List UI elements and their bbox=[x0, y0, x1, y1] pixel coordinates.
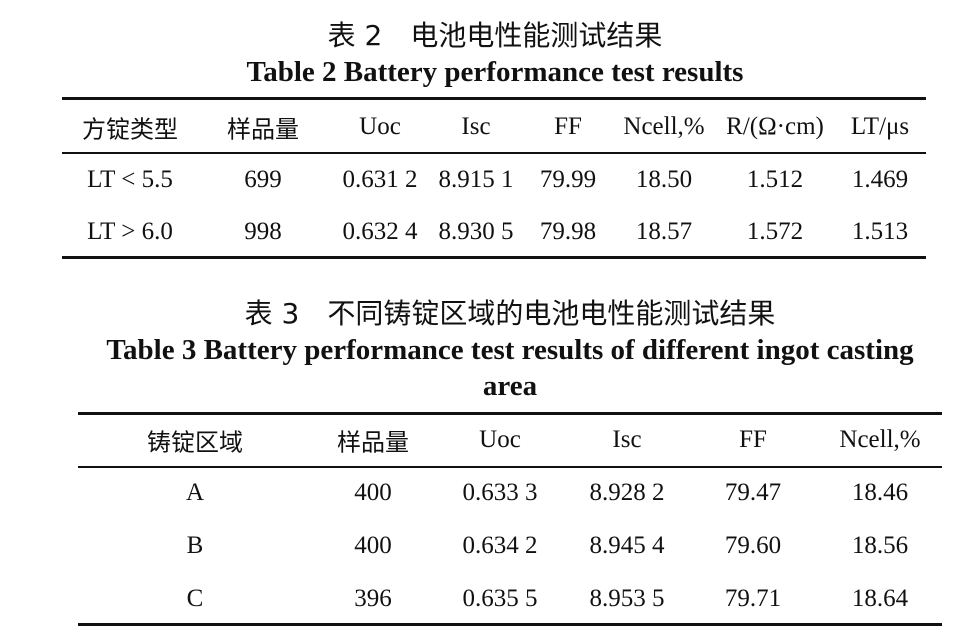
table-cell: 998 bbox=[244, 218, 282, 245]
header-cell: Isc bbox=[612, 426, 642, 453]
header-cell: Ncell,% bbox=[623, 113, 705, 140]
table-title-en: Table 3 Battery performance test results… bbox=[106, 334, 914, 402]
table-cell: 0.633 3 bbox=[462, 479, 538, 506]
table-cell: 18.46 bbox=[851, 479, 909, 506]
header-cell: FF bbox=[554, 113, 582, 140]
table-title-cn: 表 3 不同铸锭区域的电池电性能测试结果 bbox=[244, 297, 776, 330]
table-cell: 8.928 2 bbox=[589, 479, 665, 506]
table-cell: 1.572 bbox=[746, 218, 804, 245]
table-cell: LT > 6.0 bbox=[87, 218, 173, 245]
header-cell: 铸锭区域 bbox=[147, 428, 243, 457]
table-cell: 79.60 bbox=[724, 532, 782, 559]
table-cell: 18.64 bbox=[851, 585, 909, 612]
table-cell: 18.50 bbox=[635, 166, 693, 193]
table-cell: 699 bbox=[244, 166, 282, 193]
header-cell: Ncell,% bbox=[839, 426, 921, 453]
table-cell: 79.98 bbox=[539, 218, 597, 245]
header-cell: 样品量 bbox=[337, 428, 409, 457]
header-cell: 方锭类型 bbox=[82, 115, 178, 144]
table-cell: LT < 5.5 bbox=[87, 166, 173, 193]
table-cell: 8.930 5 bbox=[438, 218, 514, 245]
header-rule bbox=[78, 466, 942, 468]
table-cell: 0.632 4 bbox=[342, 218, 418, 245]
table-cell: 79.99 bbox=[539, 166, 597, 193]
table-cell: 0.631 2 bbox=[342, 166, 418, 193]
header-cell: LT/μs bbox=[850, 113, 910, 140]
table-cell: A bbox=[185, 479, 205, 506]
table-cell: C bbox=[186, 585, 204, 612]
header-cell: Isc bbox=[461, 113, 491, 140]
top-rule bbox=[78, 412, 942, 415]
top-rule bbox=[62, 97, 926, 100]
table-cell: 1.469 bbox=[851, 166, 909, 193]
table-cell: 8.953 5 bbox=[589, 585, 665, 612]
header-cell: Uoc bbox=[359, 113, 401, 140]
table-title-en: Table 2 Battery performance test results bbox=[246, 56, 744, 88]
table-cell: 79.71 bbox=[724, 585, 782, 612]
bottom-rule bbox=[78, 623, 942, 626]
table-cell: 1.513 bbox=[851, 218, 909, 245]
table-cell: 400 bbox=[354, 532, 392, 559]
table-cell: 79.47 bbox=[724, 479, 782, 506]
table-title-cn: 表 2 电池电性能测试结果 bbox=[327, 19, 663, 52]
table-cell: 1.512 bbox=[746, 166, 804, 193]
table-cell: B bbox=[186, 532, 204, 559]
table-cell: 396 bbox=[354, 585, 392, 612]
header-cell: R/(Ω·cm) bbox=[726, 113, 824, 140]
table-cell: 18.56 bbox=[851, 532, 909, 559]
bottom-rule bbox=[62, 256, 926, 259]
table-cell: 0.634 2 bbox=[462, 532, 538, 559]
header-cell: FF bbox=[739, 426, 767, 453]
header-cell: 样品量 bbox=[227, 115, 299, 144]
header-cell: Uoc bbox=[479, 426, 521, 453]
table-cell: 8.915 1 bbox=[438, 166, 514, 193]
table-cell: 0.635 5 bbox=[462, 585, 538, 612]
header-rule bbox=[62, 152, 926, 154]
table-cell: 400 bbox=[354, 479, 392, 506]
table-cell: 18.57 bbox=[635, 218, 693, 245]
table-cell: 8.945 4 bbox=[589, 532, 665, 559]
